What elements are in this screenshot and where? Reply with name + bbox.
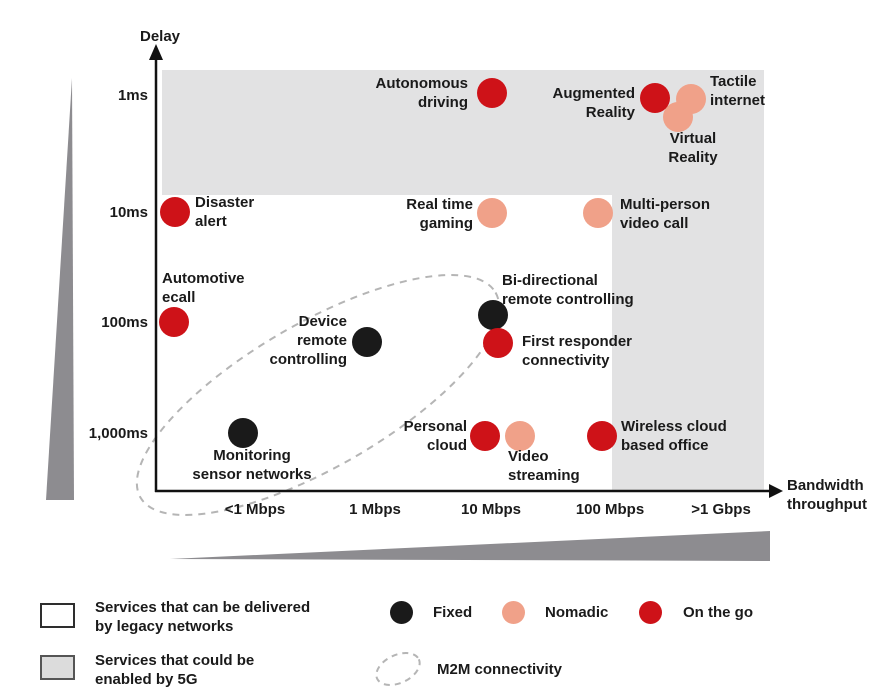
label-device-remote-controlling: Device remote controlling: [269, 313, 348, 368]
dot-multi-person-video-call: [583, 198, 613, 228]
legend-legacy-swatch: [40, 603, 75, 628]
dot-monitoring-sensor-networks: [228, 418, 258, 448]
y-axis-title: Delay: [140, 28, 181, 45]
y-tick-100ms: 100ms: [101, 314, 148, 331]
legend-on-the-go-label: On the go: [683, 604, 753, 621]
bandwidth-scale-wedge: [170, 531, 770, 561]
dot-autonomous-driving: [477, 78, 507, 108]
legend-nomadic-label: Nomadic: [545, 604, 609, 621]
legend-5g-label: Services that could be enabled by 5G: [95, 652, 255, 688]
label-multi-person-video-call: Multi-person video call: [620, 196, 710, 232]
label-autonomous-driving: Autonomous driving: [375, 75, 468, 111]
dot-wireless-cloud-based-office: [587, 421, 617, 451]
label-personal-cloud: Personal cloud: [403, 418, 467, 454]
y-tick-1000ms: 1,000ms: [88, 425, 148, 442]
legend-on-the-go-dot-icon: [639, 601, 662, 624]
legend-fixed-label: Fixed: [433, 604, 473, 621]
dot-disaster-alert: [160, 197, 190, 227]
x-axis-arrow-icon: [769, 484, 783, 498]
dot-automotive-ecall: [159, 307, 189, 337]
dot-bi-directional-remote-controlling: [478, 300, 508, 330]
label-monitoring-sensor-networks: Monitoring sensor networks: [192, 447, 312, 483]
y-tick-1ms: 1ms: [117, 87, 148, 104]
dot-augmented-reality: [640, 83, 670, 113]
legend-5g-swatch: [40, 655, 75, 680]
dot-device-remote-controlling: [352, 327, 382, 357]
legend-fixed-dot-icon: [390, 601, 413, 624]
x-tick-1mbps: 1 Mbps: [349, 501, 401, 518]
label-first-responder-connectivity: First responder connectivity: [522, 333, 633, 369]
region-5g-high-bandwidth-band: [612, 195, 764, 491]
y-tick-10ms: 10ms: [109, 204, 148, 221]
x-tick-gt1gbps: >1 Gbps: [691, 501, 751, 518]
label-disaster-alert: Disaster alert: [195, 194, 255, 230]
m2m-connectivity-ellipse: [135, 274, 501, 516]
label-virtual-reality: Virtual Reality: [668, 130, 718, 166]
legend-m2m-ellipse-icon: [375, 652, 421, 686]
dot-video-streaming: [505, 421, 535, 451]
legend-legacy-label: Services that can be delivered by legacy…: [95, 599, 311, 635]
label-bi-directional-remote-controlling: Bi-directional remote controlling: [502, 272, 634, 308]
label-augmented-reality: Augmented Reality: [552, 85, 636, 121]
label-real-time-gaming: Real time gaming: [406, 196, 473, 232]
dot-real-time-gaming: [477, 198, 507, 228]
dot-first-responder-connectivity: [483, 328, 513, 358]
x-axis-title: Bandwidth throughput: [787, 477, 867, 513]
y-axis-arrow-icon: [149, 44, 163, 60]
legend-nomadic-dot-icon: [502, 601, 525, 624]
label-tactile-internet: Tactile internet: [710, 73, 766, 109]
label-wireless-cloud-based-office: Wireless cloud based office: [621, 418, 727, 454]
x-tick-lt1mbps: <1 Mbps: [224, 501, 286, 518]
dot-personal-cloud: [470, 421, 500, 451]
label-video-streaming: Video streaming: [508, 448, 580, 484]
label-automotive-ecall: Automotive ecall: [162, 270, 245, 306]
legend-m2m-label: M2M connectivity: [437, 661, 563, 678]
delay-scale-wedge: [46, 78, 74, 500]
x-tick-100mbps: 100 Mbps: [575, 501, 645, 518]
dot-virtual-reality: [663, 102, 693, 132]
x-tick-10mbps: 10 Mbps: [460, 501, 521, 518]
